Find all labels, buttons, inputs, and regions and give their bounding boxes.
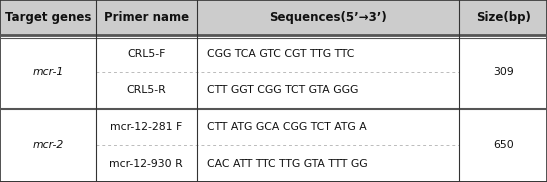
Text: CGG TCA GTC CGT TTG TTC: CGG TCA GTC CGT TTG TTC <box>207 49 354 59</box>
Text: CRL5-F: CRL5-F <box>127 49 166 59</box>
Text: 650: 650 <box>493 140 514 150</box>
Text: mcr-1: mcr-1 <box>32 67 63 77</box>
Text: mcr-12-930 R: mcr-12-930 R <box>109 159 183 169</box>
Text: Target genes: Target genes <box>5 11 91 24</box>
Text: CTT GGT CGG TCT GTA GGG: CTT GGT CGG TCT GTA GGG <box>207 85 358 95</box>
Bar <box>0 35 547 182</box>
Text: Size(bp): Size(bp) <box>476 11 531 24</box>
Text: CTT ATG GCA CGG TCT ATG A: CTT ATG GCA CGG TCT ATG A <box>207 122 366 132</box>
Bar <box>0 0 547 35</box>
Text: 309: 309 <box>493 67 514 77</box>
Text: mcr-2: mcr-2 <box>32 140 63 150</box>
Text: Sequences(5’→3’): Sequences(5’→3’) <box>269 11 387 24</box>
Text: CRL5-R: CRL5-R <box>126 85 166 95</box>
Text: mcr-12-281 F: mcr-12-281 F <box>110 122 183 132</box>
Text: Primer name: Primer name <box>104 11 189 24</box>
Text: CAC ATT TTC TTG GTA TTT GG: CAC ATT TTC TTG GTA TTT GG <box>207 159 368 169</box>
